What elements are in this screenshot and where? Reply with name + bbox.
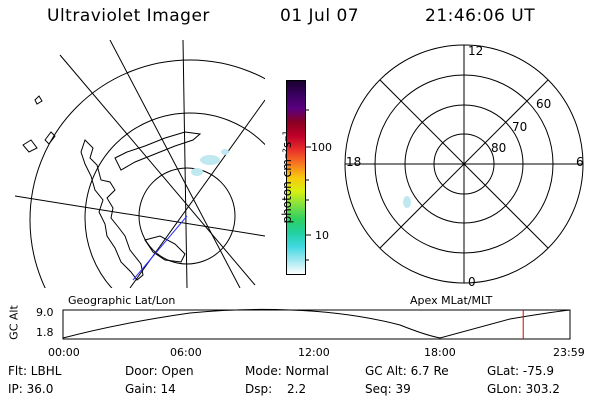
- altitude-curve: [62, 308, 571, 339]
- mlat-label-60: 60: [536, 97, 552, 111]
- magnetic-polar-plot: [344, 44, 584, 284]
- dsp-label: Dsp:: [245, 382, 273, 396]
- altitude-plot: [62, 308, 571, 340]
- colorbar: [286, 80, 306, 275]
- time-label: 21:46:06 UT: [425, 6, 536, 26]
- seq-status: Seq: 39: [365, 382, 411, 396]
- xtick-1800: 18:00: [424, 346, 456, 359]
- xtick-1200: 12:00: [298, 346, 330, 359]
- latitude-circle-outer: [29, 59, 265, 288]
- xtick-2359: 23:59: [553, 346, 585, 359]
- aurora-patch: [200, 155, 220, 165]
- colorbar-tick-100: 100: [311, 141, 332, 154]
- glat-status: GLat: -75.9: [487, 364, 554, 378]
- dsp-value: 2.2: [287, 382, 307, 396]
- colorbar-unit-label: photon cm⁻²s⁻¹: [280, 130, 294, 224]
- gain-status: Gain: 14: [125, 382, 176, 396]
- colorbar-tick-10: 10: [315, 229, 329, 242]
- mlt-label-0: 0: [468, 275, 476, 289]
- xtick-0600: 06:00: [170, 346, 202, 359]
- instrument-title: Ultraviolet Imager: [47, 6, 210, 26]
- geographic-panel-label: Geographic Lat/Lon: [68, 294, 176, 307]
- geographic-map: [15, 40, 265, 288]
- mlt-label-12: 12: [468, 44, 484, 58]
- magnetic-panel-label: Apex MLat/MLT: [410, 294, 493, 307]
- mode-status: Mode: Normal: [245, 364, 329, 378]
- altitude-ytick-low: 1.8: [36, 326, 54, 339]
- date-label: 01 Jul 07: [280, 6, 360, 26]
- colorbar-ticks: [306, 109, 311, 261]
- altitude-ytick-high: 9.0: [36, 306, 54, 319]
- xtick-0000: 00:00: [48, 346, 80, 359]
- aurora-patch: [403, 196, 411, 208]
- latitude-circle-middle: [84, 112, 265, 288]
- ip-status: IP: 36.0: [8, 382, 54, 396]
- gc-alt-status: GC Alt: 6.7 Re: [365, 364, 449, 378]
- door-status: Door: Open: [125, 364, 194, 378]
- mlat-label-70: 70: [512, 120, 528, 134]
- mlt-label-18: 18: [346, 155, 362, 169]
- glon-status: GLon: 303.2: [487, 382, 560, 396]
- mlt-label-6: 6: [576, 155, 584, 169]
- mlat-label-80: 80: [491, 141, 507, 155]
- filter-status: Flt: LBHL: [8, 364, 62, 378]
- satellite-track: [132, 215, 188, 281]
